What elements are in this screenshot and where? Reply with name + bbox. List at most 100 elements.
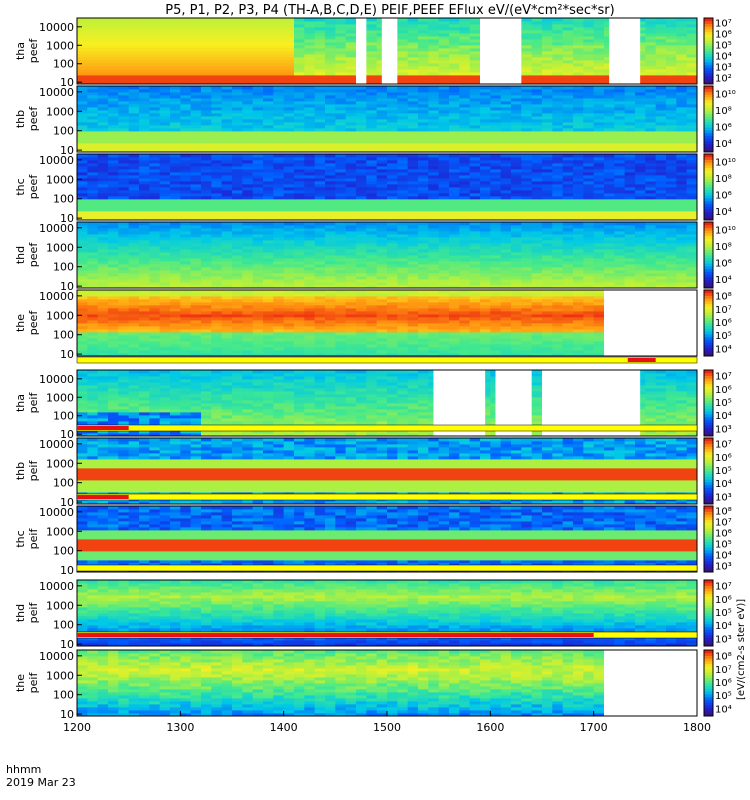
colorbar-tick-tha_peef-1: 10³ [715, 63, 732, 74]
ylabel-probe-tha_peef: tha [14, 42, 27, 60]
status-flag-0 [627, 358, 656, 362]
ytick-label-thb_peef-1000: 1000 [46, 105, 74, 118]
colorbar-tick-thb_peif-0: 10³ [715, 492, 732, 503]
ytick-label-thb_peif-100: 100 [53, 477, 74, 490]
ytick-label-the_peif-100: 100 [53, 689, 74, 702]
colorbar-tick-tha_peif-0: 10³ [715, 424, 732, 435]
spectrogram-thc_peif [77, 506, 698, 573]
frame-tha_peef [76, 17, 698, 85]
panel-tha_peif: 10 100 1000 10000 tha peif 10³ 10⁴ 10⁵ 10⁶ 10⁷ [14, 369, 732, 441]
panel-the_peif: 10 100 1000 10000 the peif 10⁴ 10⁵ 10⁶ 10⁷ 10⁸ [14, 649, 732, 721]
ytick-label-tha_peif-100: 100 [53, 410, 74, 423]
frame-thb_peif [76, 437, 698, 505]
colorbar-tick-tha_peef-5: 10⁷ [715, 19, 732, 30]
ytick-label-the_peef-1000: 1000 [46, 309, 74, 322]
ytick-label-tha_peef-1000: 1000 [46, 39, 74, 52]
colorbar-tick-thd_peif-2: 10⁵ [715, 608, 732, 619]
x-axis-label-date: 2019 Mar 23 [6, 776, 76, 789]
panel-thb_peef: 10 100 1000 10000 thb peef 10⁴ 10⁶ 10⁸ 10¹⁰ [14, 85, 736, 157]
ytick-label-thb_peef-10: 10 [60, 144, 74, 157]
colorbar-tick-tha_peif-1: 10⁴ [715, 411, 732, 422]
ylabel-probe-thd_peif: thd [14, 604, 27, 622]
ytick-label-the_peef-100: 100 [53, 329, 74, 342]
colorbar-tick-thb_peef-0: 10⁴ [715, 139, 732, 150]
frame-thd_peif [76, 579, 698, 647]
colorbar-tick-thd_peif-3: 10⁶ [715, 595, 732, 606]
xtick-label-1600: 1600 [476, 721, 504, 734]
colorbar-tick-thc_peef-1: 10⁶ [715, 190, 732, 201]
colorbar-frame-thc_peif [703, 505, 714, 573]
colorbar-tick-thd_peif-1: 10⁴ [715, 621, 732, 632]
colorbar-frame-tha_peif [703, 369, 714, 437]
colorbar-thc_peef: 10⁴ 10⁶ 10⁸ 10¹⁰ [703, 153, 736, 221]
colorbar-tick-thb_peef-3: 10¹⁰ [715, 89, 736, 100]
ylabel-product-the_peif: peif [27, 672, 40, 694]
xtick-label-1300: 1300 [166, 721, 194, 734]
ytick-label-the_peif-10: 10 [60, 708, 74, 721]
ytick-label-thd_peif-10000: 10000 [39, 580, 74, 593]
colorbar-thd_peef: 10⁴ 10⁶ 10⁸ 10¹⁰ [703, 221, 736, 289]
colorbar-tick-the_peef-4: 10⁸ [715, 292, 732, 303]
ylabel-probe-the_peef: the [14, 314, 27, 332]
ylabel-product-thc_peef: peef [27, 174, 40, 200]
ylabel-product-thd_peef: peef [27, 242, 40, 268]
ytick-label-tha_peif-1000: 1000 [46, 391, 74, 404]
data-gap-the_peif-0 [604, 650, 697, 716]
x-axis: 1200 1300 1400 1500 1600 1700 1800 [63, 711, 711, 734]
colorbar-tick-the_peef-1: 10⁵ [715, 331, 732, 342]
status-flag-1 [77, 426, 129, 430]
spectrogram-tha_peef [77, 18, 698, 85]
colorbar-tick-the_peef-0: 10⁴ [715, 344, 732, 355]
ytick-label-thd_peif-10: 10 [60, 638, 74, 651]
ylabel-product-the_peef: peef [27, 310, 40, 336]
ytick-label-tha_peif-10000: 10000 [39, 373, 74, 386]
spectrogram-thb_peef [77, 86, 698, 153]
colorbar-tick-thc_peif-5: 10⁸ [715, 507, 732, 518]
ytick-label-tha_peef-10: 10 [60, 76, 74, 89]
colorbar-tick-thd_peef-3: 10¹⁰ [715, 225, 736, 236]
ylabel-probe-thc_peif: thc [14, 530, 27, 547]
colorbar-the_peif: 10⁴ 10⁵ 10⁶ 10⁷ 10⁸ [703, 649, 732, 717]
status-flag-3 [77, 633, 594, 637]
colorbar-tick-the_peif-0: 10⁴ [715, 704, 732, 715]
colorbar-tick-thd_peef-2: 10⁸ [715, 242, 732, 253]
ylabel-product-thb_peef: peef [27, 106, 40, 132]
colorbar-the_peef: 10⁴ 10⁵ 10⁶ 10⁷ 10⁸ [703, 289, 732, 357]
colorbar-frame-the_peef [703, 289, 714, 357]
ytick-label-the_peef-10: 10 [60, 348, 74, 361]
ytick-label-tha_peef-10000: 10000 [39, 21, 74, 34]
colorbar-tick-tha_peef-2: 10⁴ [715, 52, 732, 63]
ylabel-product-tha_peef: peef [27, 38, 40, 64]
ylabel-product-tha_peif: peif [27, 392, 40, 414]
ytick-label-thc_peef-100: 100 [53, 193, 74, 206]
panel-the_peef: 10 100 1000 10000 the peef 10⁴ 10⁵ 10⁶ 10⁷ 10⁸ [14, 289, 732, 364]
colorbar-tick-tha_peef-0: 10² [715, 74, 732, 85]
ytick-label-the_peif-1000: 1000 [46, 669, 74, 682]
ytick-label-thc_peif-100: 100 [53, 545, 74, 558]
ytick-label-thd_peef-10000: 10000 [39, 222, 74, 235]
status-bar-thb_peif [76, 493, 698, 501]
ytick-label-thb_peif-10000: 10000 [39, 438, 74, 451]
colorbar-thb_peif: 10³ 10⁴ 10⁵ 10⁶ 10⁷ [703, 437, 732, 505]
colorbar-tick-thd_peif-4: 10⁷ [715, 582, 732, 593]
colorbar-tick-thb_peif-1: 10⁴ [715, 479, 732, 490]
colorbar-tick-thc_peef-0: 10⁴ [715, 207, 732, 218]
frame-thc_peif [76, 505, 698, 573]
colorbar-thd_peif: 10³ 10⁴ 10⁵ 10⁶ 10⁷ [703, 579, 732, 647]
status-bar-thc_peif [76, 564, 698, 572]
colorbar-tick-the_peif-3: 10⁷ [715, 665, 732, 676]
ytick-label-thc_peef-10: 10 [60, 212, 74, 225]
data-gap-tha_peef-3 [609, 18, 641, 84]
status-flag-2 [77, 495, 129, 499]
ytick-label-thb_peef-10000: 10000 [39, 86, 74, 99]
ytick-label-thc_peif-1000: 1000 [46, 525, 74, 538]
ylabel-probe-thb_peif: thb [14, 462, 27, 480]
colorbar-units-label: [eV/(cm2-s ster eV)] [736, 599, 747, 700]
colorbar-tick-tha_peef-3: 10⁵ [715, 41, 732, 52]
spectrogram-thd_peif [77, 580, 698, 647]
ylabel-probe-tha_peif: tha [14, 394, 27, 412]
ytick-label-thb_peif-10: 10 [60, 496, 74, 509]
